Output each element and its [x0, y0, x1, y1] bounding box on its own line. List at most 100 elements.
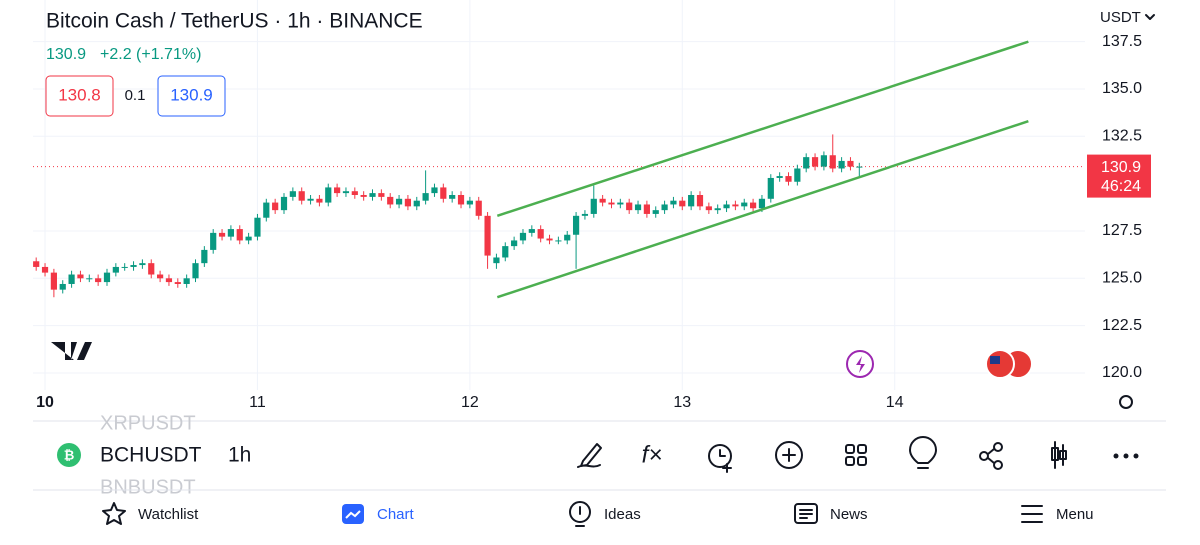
price-label: 130.9	[1101, 159, 1141, 176]
currency-caret[interactable]	[1145, 14, 1155, 20]
y-tick-label: 135.0	[1102, 80, 1142, 97]
nav-chart[interactable]: Chart	[377, 506, 415, 523]
nav-ideas[interactable]: Ideas	[604, 506, 641, 523]
settings-icon[interactable]	[1119, 395, 1133, 409]
candle-body	[475, 200, 482, 216]
menu-icon[interactable]	[1021, 505, 1043, 523]
ideas-tool[interactable]	[909, 436, 937, 469]
candle-body	[528, 229, 535, 233]
candle-body	[210, 232, 217, 250]
candle-body	[218, 232, 226, 237]
candle-body	[714, 208, 721, 211]
symbol-prev[interactable]: XRPUSDT	[100, 412, 196, 434]
candle-body	[634, 204, 642, 211]
alert-tool[interactable]	[708, 444, 732, 468]
candle-body	[608, 202, 615, 205]
candle-body	[555, 240, 562, 242]
candle-body	[643, 204, 650, 214]
candle-body	[289, 191, 296, 197]
candle-body	[776, 176, 783, 178]
candle-body	[369, 193, 376, 197]
y-tick-label: 137.5	[1102, 33, 1142, 50]
candle-body	[272, 202, 279, 211]
add-tool[interactable]	[775, 441, 803, 469]
x-tick-label: 10	[36, 394, 54, 411]
candle-body	[201, 249, 208, 264]
candle-body	[395, 198, 403, 205]
candle-body	[696, 195, 704, 207]
candle-body	[156, 274, 164, 279]
draw-tool[interactable]	[577, 443, 602, 468]
layout-tool[interactable]	[845, 444, 855, 454]
candle-body	[785, 176, 792, 182]
alert-tool-detail[interactable]	[719, 449, 732, 473]
last-price: 130.9	[46, 46, 86, 63]
add-tool-cross[interactable]	[782, 448, 796, 462]
news-icon-lines[interactable]	[799, 509, 813, 519]
sell-button[interactable]	[45, 75, 114, 117]
candle-body	[50, 272, 57, 290]
bid[interactable]: 130.8	[58, 85, 101, 104]
layout-tool[interactable]	[845, 456, 855, 466]
symbol[interactable]: BCHUSDT	[100, 444, 202, 467]
candle-body	[121, 266, 128, 268]
ask[interactable]: 130.9	[170, 85, 213, 104]
candle-body	[422, 193, 429, 201]
candle-body	[493, 257, 500, 264]
candle-body	[732, 204, 739, 207]
candle-body	[298, 191, 305, 201]
candle-body	[263, 202, 270, 218]
share-tool[interactable]	[993, 442, 1003, 452]
countdown: 46:24	[1101, 178, 1141, 195]
plot	[33, 40, 1085, 299]
candle-body	[86, 278, 93, 280]
more-tool[interactable]	[1133, 453, 1139, 459]
share-tool-lines[interactable]	[987, 448, 995, 464]
share-tool[interactable]	[993, 460, 1003, 470]
candle-body	[484, 215, 491, 256]
price-label-box	[1087, 154, 1151, 198]
more-tool[interactable]	[1113, 453, 1119, 459]
nav-watchlist[interactable]: Watchlist	[138, 506, 199, 523]
candle-body	[449, 195, 456, 199]
candle-body	[626, 202, 633, 211]
layout-tool[interactable]	[857, 456, 867, 466]
channel-line	[496, 119, 1029, 299]
toolbar[interactable]: f×	[577, 436, 1139, 473]
chart-title: Bitcoin Cash / TetherUS · 1h · BINANCE	[46, 10, 423, 33]
candle-body	[68, 274, 75, 284]
chart-type-tool[interactable]	[1054, 441, 1064, 469]
candle-body	[316, 198, 323, 203]
candle-body	[440, 187, 447, 199]
candle-body	[564, 234, 571, 241]
candle-body	[856, 166, 863, 168]
more-tool[interactable]	[1123, 453, 1129, 459]
nav-news[interactable]: News	[830, 506, 868, 523]
channel-line	[496, 40, 1029, 218]
interval[interactable]: 1h	[228, 444, 251, 467]
watchlist-icon[interactable]	[102, 502, 126, 525]
buy-button[interactable]	[157, 75, 226, 117]
chart-type-tool[interactable]	[1059, 450, 1067, 460]
layout-tool[interactable]	[857, 444, 867, 454]
share-tool[interactable]	[979, 451, 989, 461]
candle-body	[767, 177, 774, 199]
symbol-next[interactable]: BNBUSDT	[100, 476, 196, 498]
tv-logo	[51, 342, 92, 360]
indicators-tool[interactable]: f×	[642, 441, 663, 468]
candle-body	[139, 263, 146, 266]
currency[interactable]: USDT	[1100, 9, 1141, 26]
candle-body	[236, 229, 243, 241]
candle-body	[130, 265, 137, 267]
candle-body	[360, 195, 367, 197]
event-bolt[interactable]	[856, 356, 865, 373]
candle-body	[688, 195, 695, 207]
chart-type-tool[interactable]	[1051, 447, 1059, 461]
news-icon[interactable]	[794, 503, 818, 524]
chart-icon-line[interactable]	[345, 510, 361, 519]
ideas-icon[interactable]	[569, 501, 591, 523]
ideas-icon-detail[interactable]	[575, 506, 585, 527]
nav-menu[interactable]: Menu	[1056, 506, 1094, 523]
